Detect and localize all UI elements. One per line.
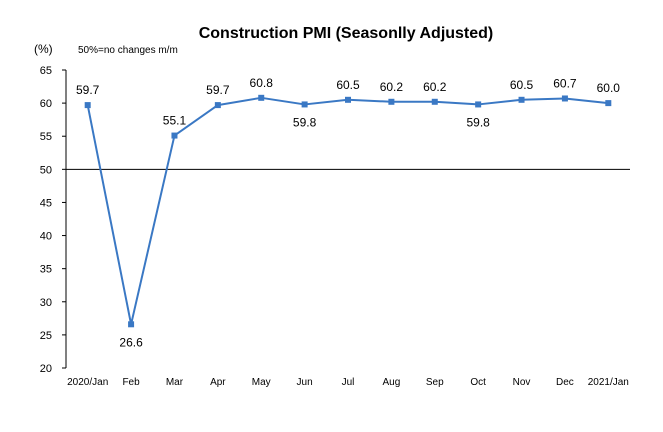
y-tick-label: 60: [40, 98, 52, 110]
x-tick-label: Mar: [166, 377, 184, 388]
data-label: 59.8: [466, 115, 490, 129]
data-label: 59.7: [76, 83, 100, 97]
data-point-marker: [561, 95, 568, 102]
x-tick-label: Oct: [470, 377, 486, 388]
x-tick-label: Feb: [122, 377, 140, 388]
y-tick-label: 65: [40, 65, 52, 77]
y-tick-label: 35: [40, 264, 52, 276]
x-tick-labels: 2020/Jan Feb Mar Apr May Jun Jul Aug Sep Oct Nov De…: [67, 377, 629, 388]
data-point-marker: [345, 96, 351, 103]
x-tick-label: Jul: [342, 377, 355, 388]
data-labels: 59.7 26.6 55.1 59.7 60.8 59.8 60.5 60.2 60.2 59.8…: [76, 76, 620, 349]
data-point-marker: [128, 321, 135, 328]
x-tick-label: Dec: [556, 377, 574, 388]
data-point-marker: [605, 100, 612, 107]
data-point-marker: [258, 94, 265, 101]
data-point-marker: [388, 98, 395, 105]
data-label: 26.6: [119, 335, 143, 349]
y-tick-label: 40: [40, 231, 52, 243]
x-tick-label: 2021/Jan: [588, 377, 629, 388]
y-axis-unit-label: (%): [34, 42, 53, 56]
x-tick-label: Sep: [426, 377, 444, 388]
data-point-marker: [431, 98, 438, 105]
y-tick-labels: 20 25 30 35 40 45 50 55 60 65: [40, 65, 52, 375]
data-point-marker: [301, 101, 308, 108]
reference-note: 50%=no changes m/m: [78, 45, 178, 56]
x-tick-label: Jun: [297, 377, 313, 388]
data-point-marker: [214, 102, 221, 109]
data-label: 59.8: [293, 115, 317, 129]
x-tick-label: Nov: [513, 377, 531, 388]
data-label: 60.8: [250, 76, 274, 90]
x-tick-label: Aug: [382, 377, 400, 388]
y-tick-label: 55: [40, 131, 52, 143]
y-tick-label: 20: [40, 363, 52, 375]
data-label: 60.5: [510, 78, 534, 92]
data-label: 60.2: [380, 80, 404, 94]
chart-title: Construction PMI (Seasonlly Adjusted): [199, 25, 494, 42]
series-line-group: [84, 94, 612, 328]
x-tick-label: 2020/Jan: [67, 377, 108, 388]
axes: [62, 69, 630, 369]
x-tick-label: May: [252, 377, 271, 388]
data-point-marker: [171, 132, 178, 139]
data-label: 60.5: [336, 78, 360, 92]
data-point-marker: [475, 101, 482, 108]
y-tick-label: 30: [40, 297, 52, 309]
data-label: 59.7: [206, 83, 230, 97]
y-tick-label: 45: [40, 197, 52, 209]
data-point-marker: [518, 96, 525, 103]
data-label: 60.0: [597, 81, 621, 95]
x-tick-label: Apr: [210, 377, 226, 388]
data-label: 55.1: [163, 114, 187, 128]
data-label: 60.2: [423, 80, 447, 94]
y-tick-label: 25: [40, 330, 52, 342]
data-point-marker: [84, 102, 91, 109]
y-tick-label: 50: [40, 164, 52, 176]
data-label: 60.7: [553, 76, 577, 90]
series-line: [86, 96, 609, 326]
